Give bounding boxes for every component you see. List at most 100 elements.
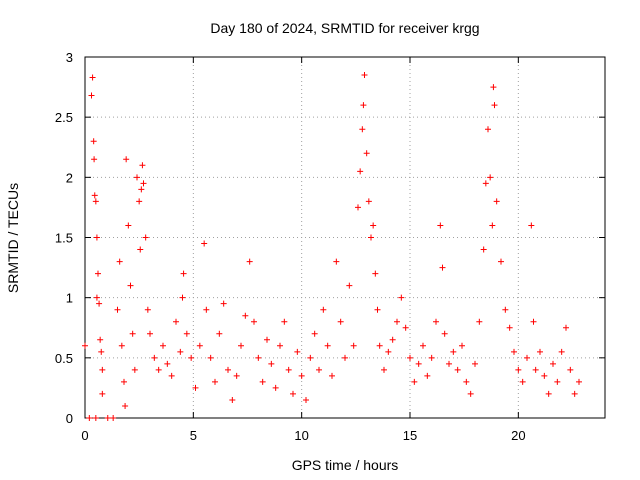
- data-point: [180, 270, 187, 277]
- data-point: [480, 246, 487, 253]
- data-point: [140, 180, 147, 187]
- data-point: [147, 330, 153, 337]
- data-point: [316, 366, 322, 373]
- data-point: [121, 378, 127, 385]
- data-point: [450, 348, 457, 355]
- data-point: [290, 390, 296, 397]
- data-point: [368, 234, 374, 241]
- data-point: [203, 306, 210, 313]
- data-point: [142, 234, 149, 241]
- data-point: [151, 354, 158, 361]
- data-point: [118, 342, 125, 349]
- data-point: [192, 384, 199, 391]
- data-point: [88, 92, 95, 99]
- data-point: [545, 390, 552, 397]
- data-point: [439, 264, 446, 271]
- data-point: [92, 415, 99, 421]
- data-point: [563, 324, 569, 331]
- y-tick-label: 1: [66, 291, 73, 306]
- data-point: [346, 282, 353, 289]
- data-point: [92, 198, 99, 205]
- data-point: [411, 378, 418, 385]
- data-point: [360, 102, 367, 109]
- data-point: [342, 354, 348, 361]
- data-point: [363, 150, 370, 157]
- data-point: [160, 342, 166, 349]
- data-point: [138, 186, 145, 193]
- data-point: [272, 384, 279, 391]
- data-point: [91, 192, 98, 199]
- data-point: [125, 222, 132, 229]
- data-point: [491, 102, 498, 109]
- data-point: [90, 138, 97, 145]
- data-point: [188, 354, 195, 361]
- data-point: [164, 360, 171, 367]
- data-point: [487, 174, 494, 181]
- data-point: [285, 366, 292, 373]
- data-point: [220, 300, 227, 307]
- data-point: [415, 360, 422, 367]
- axes: [84, 56, 606, 419]
- data-point: [454, 366, 461, 373]
- data-point: [502, 306, 509, 313]
- data-point: [407, 354, 413, 361]
- data-point: [333, 258, 340, 265]
- data-point: [233, 372, 240, 379]
- data-point: [311, 330, 318, 337]
- data-point: [196, 342, 203, 349]
- data-point: [110, 415, 117, 421]
- data-point: [123, 156, 130, 163]
- data-point: [251, 318, 257, 325]
- data-point: [116, 258, 123, 265]
- data-point: [114, 306, 121, 313]
- data-point: [374, 306, 381, 313]
- data-point: [476, 318, 483, 325]
- data-point: [168, 372, 175, 379]
- data-point: [381, 366, 387, 373]
- data-point: [350, 342, 357, 349]
- data-point: [485, 126, 491, 133]
- data-point: [441, 330, 448, 337]
- data-point: [216, 330, 223, 337]
- x-tick-label: 5: [190, 428, 197, 443]
- data-point: [446, 360, 452, 367]
- data-point: [437, 222, 444, 229]
- data-point: [179, 294, 186, 301]
- data-point: [99, 366, 106, 373]
- data-point: [207, 354, 214, 361]
- data-point: [541, 372, 548, 379]
- data-point: [506, 324, 513, 331]
- data-point: [463, 378, 470, 385]
- data-point: [532, 366, 539, 373]
- data-point: [281, 318, 288, 325]
- data-point: [420, 342, 426, 349]
- data-point: [144, 306, 151, 313]
- data-point: [255, 354, 262, 361]
- data-point: [576, 378, 582, 385]
- data-points: [82, 72, 582, 421]
- data-point: [264, 336, 270, 343]
- data-point: [95, 270, 101, 277]
- data-point: [307, 354, 314, 361]
- y-tick-label: 2: [66, 170, 73, 185]
- chart-title: Day 180 of 2024, SRMTID for receiver krg…: [210, 20, 479, 36]
- x-tick-label: 10: [294, 428, 308, 443]
- data-point: [567, 366, 574, 373]
- data-point: [134, 174, 140, 181]
- data-point: [99, 390, 106, 397]
- data-point: [472, 360, 478, 367]
- data-point: [528, 222, 535, 229]
- data-point: [459, 342, 465, 349]
- data-point: [98, 348, 105, 355]
- data-point: [268, 360, 275, 367]
- tick-labels: 0 5 10 15 20 0 0.5 1 1.5 2 2.5 3: [55, 50, 526, 443]
- data-point: [385, 348, 392, 355]
- x-axis-label: GPS time / hours: [292, 457, 399, 473]
- data-point: [467, 390, 474, 397]
- data-point: [428, 354, 435, 361]
- data-point: [424, 372, 431, 379]
- data-point: [376, 342, 383, 349]
- data-point: [129, 330, 136, 337]
- data-point: [97, 336, 104, 343]
